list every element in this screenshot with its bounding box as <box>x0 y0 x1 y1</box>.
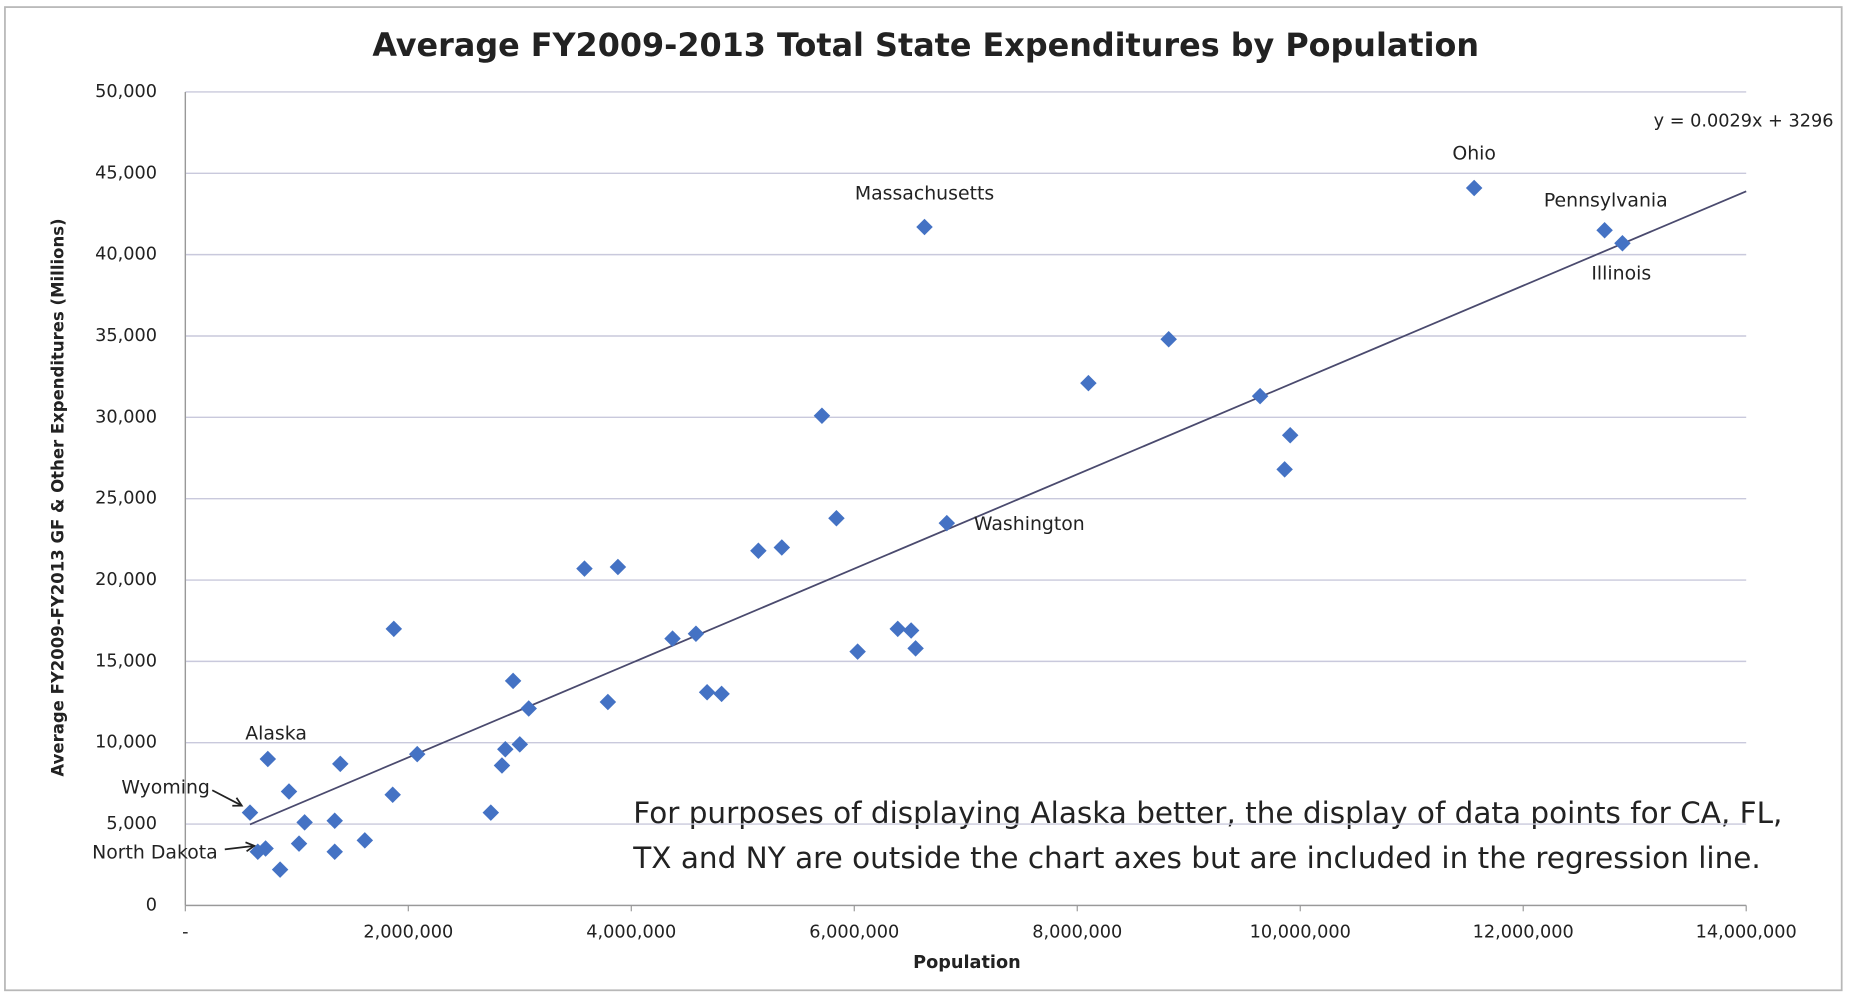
x-tick-label: 10,000,000 <box>1250 923 1351 943</box>
data-point <box>1281 426 1299 444</box>
data-point <box>326 843 343 860</box>
data-point <box>750 542 767 559</box>
arrow-head <box>232 797 244 807</box>
y-tick-label: 5,000 <box>106 814 157 834</box>
y-tick-label: 40,000 <box>95 245 157 265</box>
data-point <box>520 700 537 717</box>
y-tick-label: 20,000 <box>95 570 157 590</box>
data-point <box>497 740 514 758</box>
y-tick-label: 35,000 <box>95 326 157 346</box>
arrow <box>211 789 243 807</box>
data-point <box>259 750 277 768</box>
data-point <box>408 745 426 763</box>
point-label: Ohio <box>1452 142 1496 164</box>
data-point <box>1251 387 1269 405</box>
data-point <box>384 786 401 804</box>
data-point <box>1276 461 1293 478</box>
y-tick-label: 10,000 <box>95 733 157 753</box>
x-axis-title: Population <box>913 953 1021 973</box>
data-point <box>1596 221 1613 239</box>
point-label: Alaska <box>245 723 307 745</box>
trendline <box>249 190 1747 826</box>
y-axis-title: Average FY2009-FY2013 GF & Other Expendi… <box>49 218 68 776</box>
x-tick-label: 4,000,000 <box>586 923 676 943</box>
x-tick-label: 6,000,000 <box>809 923 899 943</box>
data-point <box>1465 179 1483 197</box>
y-tick-label: 50,000 <box>95 82 157 102</box>
note: For purposes of displaying Alaska better… <box>633 796 1782 830</box>
arrow-head <box>245 841 257 853</box>
point-label: North Dakota <box>92 841 218 863</box>
chart-title: Average FY2009-2013 Total State Expendit… <box>372 26 1479 64</box>
data-point <box>385 620 403 638</box>
point-label: Massachusetts <box>855 182 994 204</box>
y-tick-label: 30,000 <box>95 407 157 427</box>
data-point <box>576 560 593 577</box>
x-tick-label: - <box>182 923 188 943</box>
note: TX and NY are outside the chart axes but… <box>632 841 1761 875</box>
data-point <box>1080 374 1097 392</box>
data-point <box>916 218 933 236</box>
data-point <box>902 622 920 639</box>
data-point <box>280 783 298 800</box>
point-label: Washington <box>974 513 1085 535</box>
data-point <box>271 861 289 878</box>
point-label: Illinois <box>1591 262 1651 284</box>
x-tick-label: 8,000,000 <box>1032 923 1122 943</box>
data-point <box>257 840 274 857</box>
data-point <box>326 812 343 830</box>
data-point <box>1614 235 1631 252</box>
y-tick-label: 25,000 <box>95 489 157 509</box>
data-point <box>356 832 374 849</box>
data-point <box>687 625 705 642</box>
point-label: Wyoming <box>121 776 210 798</box>
y-tick-label: 45,000 <box>95 163 157 183</box>
data-point <box>1160 330 1177 348</box>
point-label: Pennsylvania <box>1544 189 1668 211</box>
y-tick-label: 0 <box>146 895 157 915</box>
x-tick-label: 12,000,000 <box>1473 923 1574 943</box>
data-point <box>493 757 511 774</box>
x-tick-label: 2,000,000 <box>363 923 453 943</box>
y-tick-label: 15,000 <box>95 651 157 671</box>
x-tick-label: 14,000,000 <box>1696 923 1797 943</box>
arrow <box>224 844 255 851</box>
trendline-equation: y = 0.0029x + 3296 <box>1654 111 1834 131</box>
